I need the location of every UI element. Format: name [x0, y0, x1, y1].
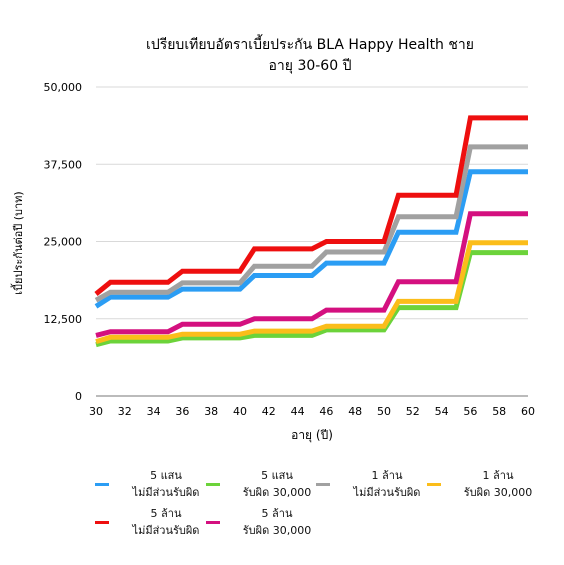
legend-entry: 1 ล้าน ไม่มีส่วนรับผิด	[316, 467, 456, 507]
y-tick-label: 50,000	[44, 81, 83, 94]
legend-entry: 5 ล้าน รับผิด 30,000	[206, 505, 346, 545]
series-line	[94, 115, 528, 296]
x-tick-label: 58	[492, 405, 506, 418]
legend-label: 5 แสน รับผิด 30,000	[242, 469, 312, 499]
y-tick-label: 25,000	[44, 236, 83, 249]
x-tick-label: 54	[435, 405, 449, 418]
y-axis-label: เบี้ยประกันต่อปี (บาท)	[10, 191, 25, 294]
x-tick-label: 36	[175, 405, 189, 418]
legend-swatch	[206, 483, 220, 486]
x-tick-label: 40	[233, 405, 247, 418]
x-tick-label: 44	[291, 405, 305, 418]
legend-entry: 5 ล้าน ไม่มีส่วนรับผิด	[95, 505, 235, 545]
chart-subtitle: อายุ 30-60 ปี	[269, 58, 352, 74]
legend-swatch	[95, 521, 109, 524]
series-line	[95, 240, 528, 344]
legend-swatch	[316, 483, 330, 486]
y-tick-label: 0	[75, 390, 82, 403]
x-tick-label: 32	[118, 405, 132, 418]
series-line	[95, 250, 528, 348]
x-tick-labels: 30 32 34 36 38 40 42 44 46 48 50 52 54 56 58 60	[89, 405, 535, 418]
legend-swatch	[206, 521, 220, 524]
x-tick-label: 38	[204, 405, 218, 418]
legend-label: 5 ล้าน ไม่มีส่วนรับผิด	[132, 507, 200, 537]
x-tick-label: 30	[89, 405, 103, 418]
x-tick-label: 60	[521, 405, 535, 418]
series-line	[94, 144, 528, 303]
y-tick-labels: 0 12,500 25,000 37,500 50,000	[44, 81, 83, 403]
legend-label: 5 แสน ไม่มีส่วนรับผิด	[132, 469, 200, 499]
legend-label: 1 ล้าน รับผิด 30,000	[463, 469, 533, 499]
x-tick-label: 46	[319, 405, 333, 418]
legend-label: 5 ล้าน รับผิด 30,000	[242, 507, 312, 537]
y-tick-label: 37,500	[44, 158, 83, 171]
x-tick-label: 52	[406, 405, 420, 418]
legend-entry: 1 ล้าน รับผิด 30,000	[427, 467, 564, 507]
legend-entry: 5 แสน ไม่มีส่วนรับผิด	[95, 467, 235, 507]
x-tick-label: 42	[262, 405, 276, 418]
legend-swatch	[95, 483, 109, 486]
series-lines	[94, 115, 528, 348]
chart-title: เปรียบเทียบอัตราเบี้ยประกัน BLA Happy He…	[146, 34, 474, 53]
x-tick-label: 50	[377, 405, 391, 418]
x-tick-label: 34	[147, 405, 161, 418]
y-tick-label: 12,500	[44, 313, 83, 326]
legend-label: 1 ล้าน ไม่มีส่วนรับผิด	[353, 469, 421, 499]
series-line	[95, 211, 528, 338]
x-axis-label: อายุ (ปี)	[291, 428, 333, 443]
x-tick-label: 48	[348, 405, 362, 418]
series-line	[94, 169, 528, 309]
legend-entry: 5 แสน รับผิด 30,000	[206, 467, 346, 507]
x-tick-label: 56	[463, 405, 477, 418]
legend-swatch	[427, 483, 441, 486]
